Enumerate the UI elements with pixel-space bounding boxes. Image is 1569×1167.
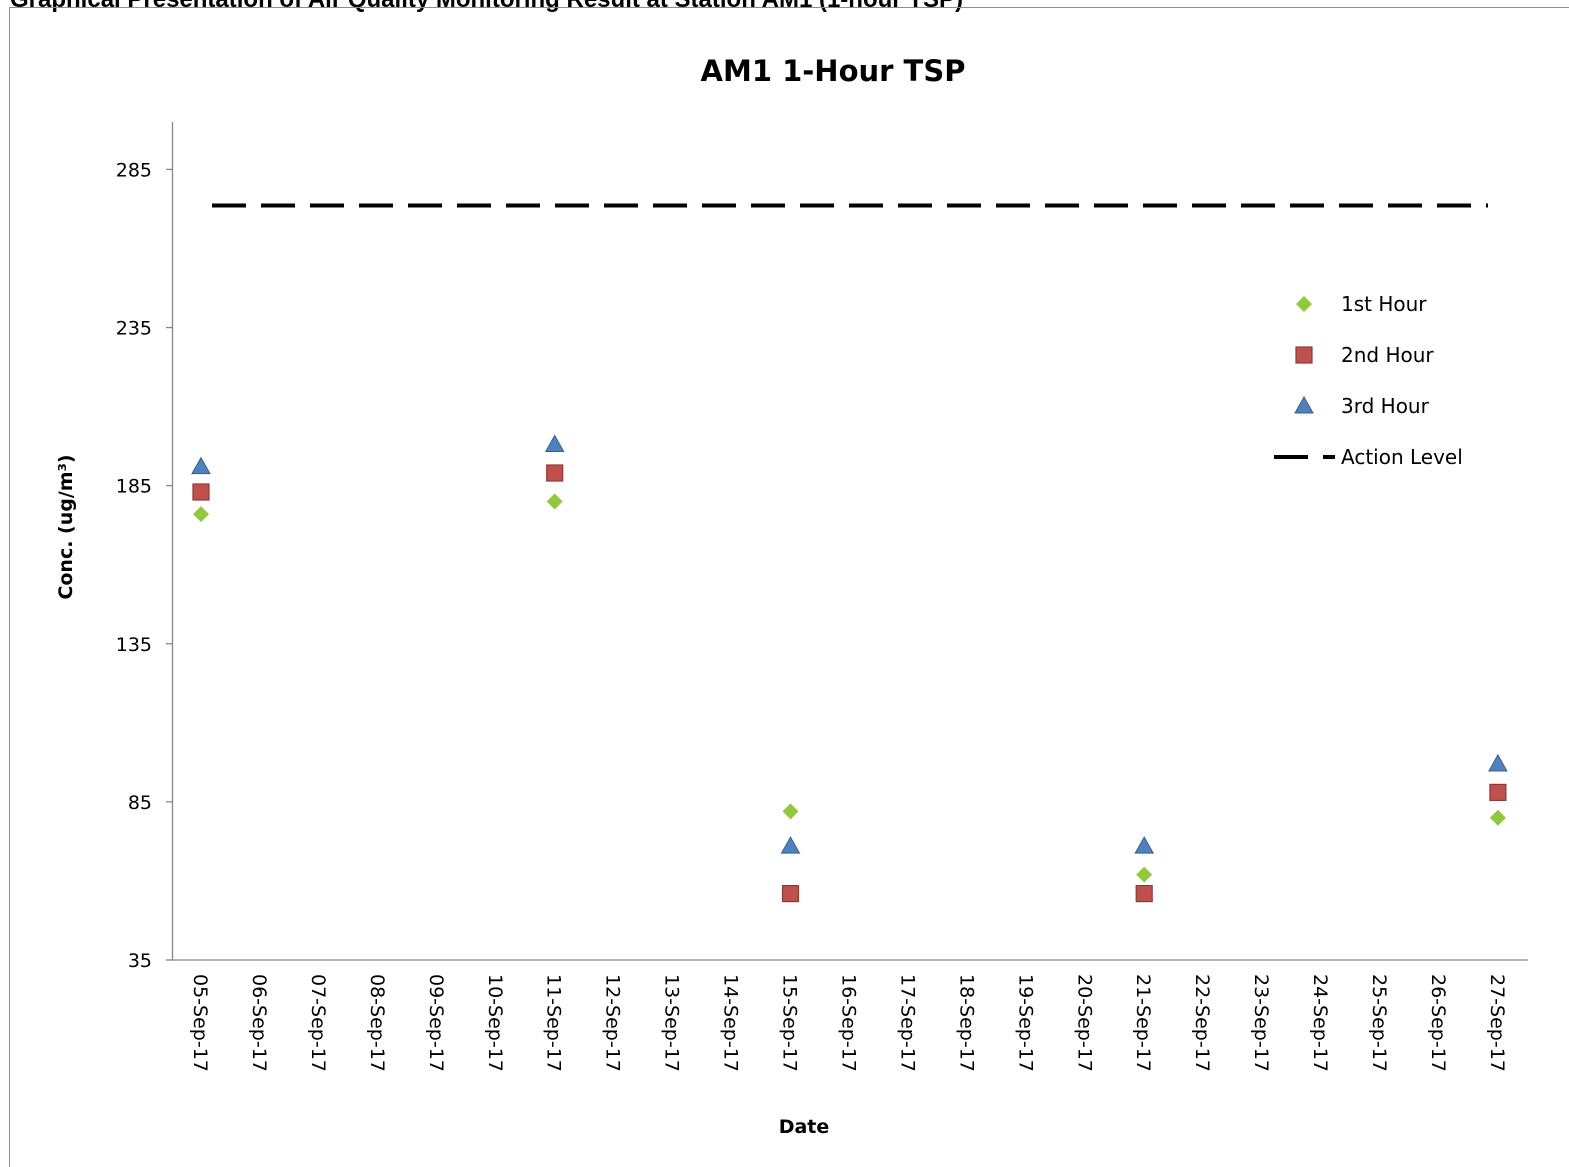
y-tick-label: 235 [116,318,152,340]
y-tick-label: 135 [116,634,152,656]
point-1st-hour [1136,866,1153,883]
x-tick-label: 16-Sep-17 [837,974,859,1072]
x-tick-label: 18-Sep-17 [955,974,977,1072]
x-tick-label: 12-Sep-17 [602,974,624,1072]
point-1st-hour [1489,809,1506,826]
legend: 1st Hour 2nd Hour 3rd Hour Action Level [1274,292,1463,469]
point-2nd-hour [192,483,210,501]
x-ticks: 05-Sep-17 06-Sep-17 07-Sep-17 08-Sep-17 09-S… [189,974,1508,1072]
point-2nd-hour [781,884,800,903]
legend-label-1st-hour: 1st Hour [1341,292,1427,316]
data-points [191,434,1508,903]
document-caption: Graphical Presentation of Air Quality Mo… [10,0,963,14]
point-3rd-hour [780,836,801,854]
x-tick-label: 17-Sep-17 [896,974,918,1072]
y-tick-label: 35 [128,950,152,972]
x-tick-label: 25-Sep-17 [1368,974,1390,1072]
point-3rd-hour [544,434,565,453]
x-tick-label: 19-Sep-17 [1014,974,1036,1072]
x-tick-label: 13-Sep-17 [661,974,683,1072]
point-2nd-hour [1489,783,1507,802]
x-tick-label: 06-Sep-17 [248,974,270,1072]
x-axis-label: Date [779,1116,830,1138]
point-1st-hour [546,493,563,510]
point-3rd-hour [191,456,211,475]
point-1st-hour [193,506,209,523]
x-tick-label: 08-Sep-17 [366,974,388,1072]
x-tick-label: 24-Sep-17 [1309,974,1331,1072]
point-1st-hour [782,803,799,820]
point-2nd-hour [546,464,564,482]
legend-marker-3rd-hour [1294,395,1314,414]
legend-label-action-level: Action Level [1341,445,1463,469]
point-3rd-hour [1134,836,1155,854]
legend-label-2nd-hour: 2nd Hour [1341,343,1434,367]
x-tick-label: 15-Sep-17 [779,974,801,1072]
chart-title: AM1 1-Hour TSP [701,54,966,88]
x-tick-label: 05-Sep-17 [189,974,211,1072]
y-tick-label: 185 [116,476,152,498]
x-tick-label: 10-Sep-17 [484,974,506,1072]
y-axis-label: Conc. (ug/m³) [55,454,77,599]
legend-label-3rd-hour: 3rd Hour [1341,394,1430,418]
point-2nd-hour [1135,884,1153,903]
x-tick-label: 07-Sep-17 [307,974,329,1072]
x-tick-label: 09-Sep-17 [425,974,447,1072]
x-tick-label: 23-Sep-17 [1250,974,1272,1072]
legend-marker-2nd-hour [1295,346,1313,364]
x-tick-label: 27-Sep-17 [1486,974,1508,1072]
x-tick-label: 14-Sep-17 [720,974,742,1072]
y-tick-label: 85 [128,792,152,814]
x-tick-label: 22-Sep-17 [1191,974,1213,1072]
y-tick-label: 285 [116,159,152,181]
x-tick-label: 20-Sep-17 [1073,974,1095,1072]
point-3rd-hour [1488,753,1508,772]
y-ticks: 35 85 135 185 235 285 [116,159,172,972]
x-tick-label: 11-Sep-17 [543,974,565,1072]
legend-marker-1st-hour [1296,296,1312,312]
x-tick-label: 21-Sep-17 [1132,974,1154,1072]
chart-frame [9,7,1569,1167]
x-tick-label: 26-Sep-17 [1427,974,1449,1072]
